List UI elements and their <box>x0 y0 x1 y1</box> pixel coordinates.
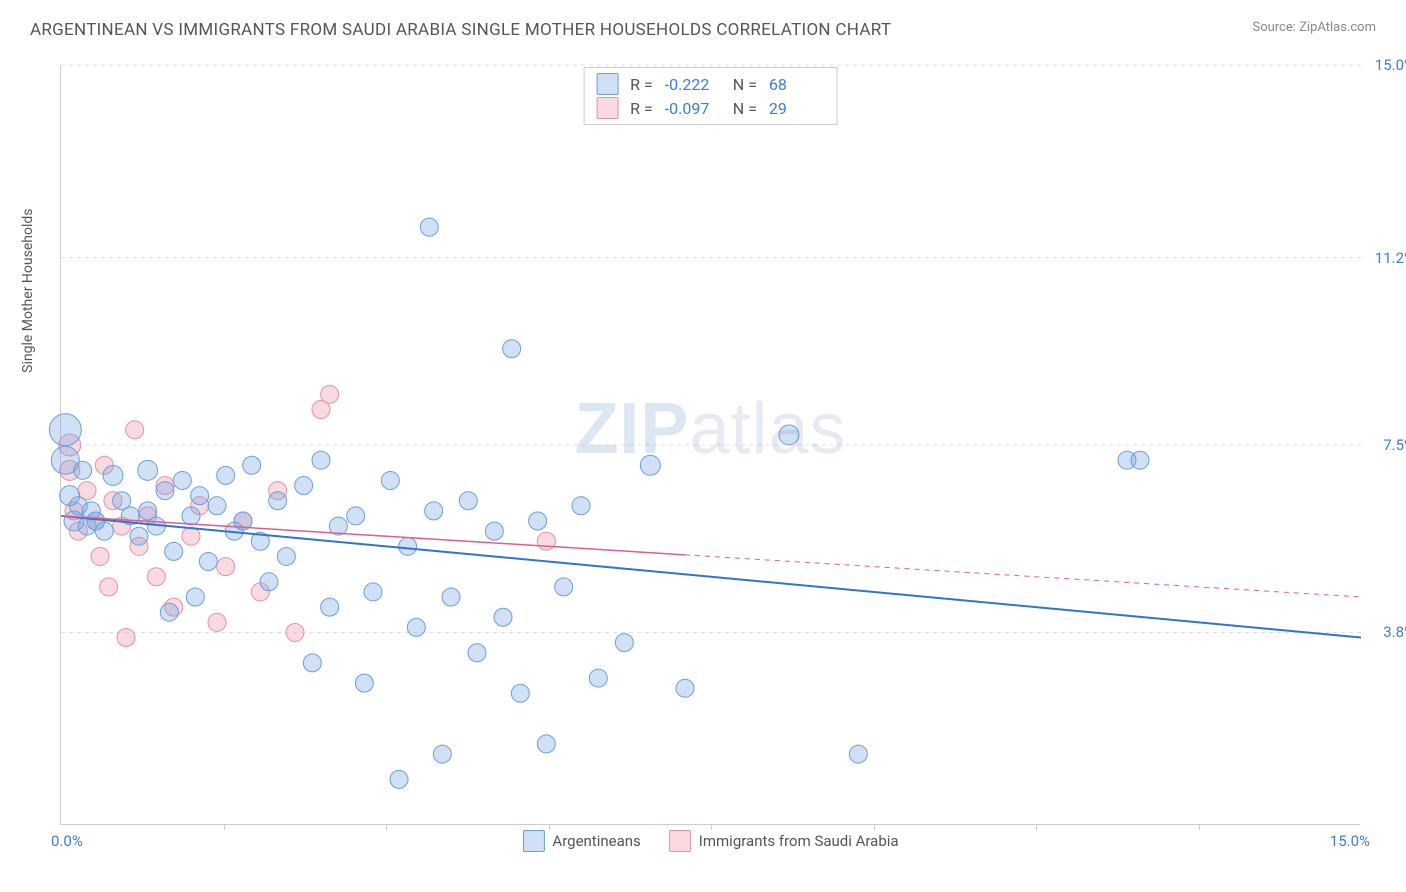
y-tick-label: 15.0% <box>1375 56 1406 74</box>
x-tick <box>1199 824 1200 830</box>
x-tick <box>549 824 550 830</box>
r-value-saudi: -0.097 <box>665 99 721 118</box>
chart-container: Single Mother Households ZIPatlas R = -0… <box>30 55 1380 855</box>
y-tick-label: 3.8% <box>1383 623 1406 641</box>
legend-item-argentineans: Argentineans <box>522 830 640 852</box>
x-tick <box>386 824 387 830</box>
x-tick <box>711 824 712 830</box>
plot-svg <box>61 65 1361 825</box>
x-tick <box>1036 824 1037 830</box>
legend-label-saudi: Immigrants from Saudi Arabia <box>699 832 899 850</box>
r-value-argentineans: -0.222 <box>665 75 721 94</box>
stats-row-saudi: R = -0.097 N = 29 <box>596 96 825 120</box>
n-value-saudi: 29 <box>769 99 825 118</box>
x-tick <box>224 824 225 830</box>
legend-swatch-argentineans <box>522 830 544 852</box>
r-label: R = <box>630 75 653 94</box>
x-axis-max-label: 15.0% <box>1330 832 1370 850</box>
r-label: R = <box>630 99 653 118</box>
source-attribution: Source: ZipAtlas.com <box>1252 20 1376 35</box>
legend-item-saudi: Immigrants from Saudi Arabia <box>669 830 899 852</box>
x-tick <box>874 824 875 830</box>
n-label: N = <box>733 75 757 94</box>
stats-legend: R = -0.222 N = 68 R = -0.097 N = 29 <box>583 67 838 125</box>
legend-label-argentineans: Argentineans <box>552 832 640 850</box>
bottom-legend: Argentineans Immigrants from Saudi Arabi… <box>522 830 898 852</box>
swatch-saudi <box>596 97 618 119</box>
stats-row-argentineans: R = -0.222 N = 68 <box>596 72 825 96</box>
y-tick-label: 11.2% <box>1375 249 1406 267</box>
y-axis-label: Single Mother Households <box>20 209 36 373</box>
n-value-argentineans: 68 <box>769 75 825 94</box>
legend-swatch-saudi <box>669 830 691 852</box>
n-label: N = <box>733 99 757 118</box>
chart-title: ARGENTINEAN VS IMMIGRANTS FROM SAUDI ARA… <box>30 20 891 40</box>
y-tick-label: 7.5% <box>1383 436 1406 454</box>
swatch-argentineans <box>596 73 618 95</box>
x-axis-min-label: 0.0% <box>51 832 83 850</box>
plot-area: ZIPatlas R = -0.222 N = 68 R = -0.097 N … <box>60 65 1360 825</box>
